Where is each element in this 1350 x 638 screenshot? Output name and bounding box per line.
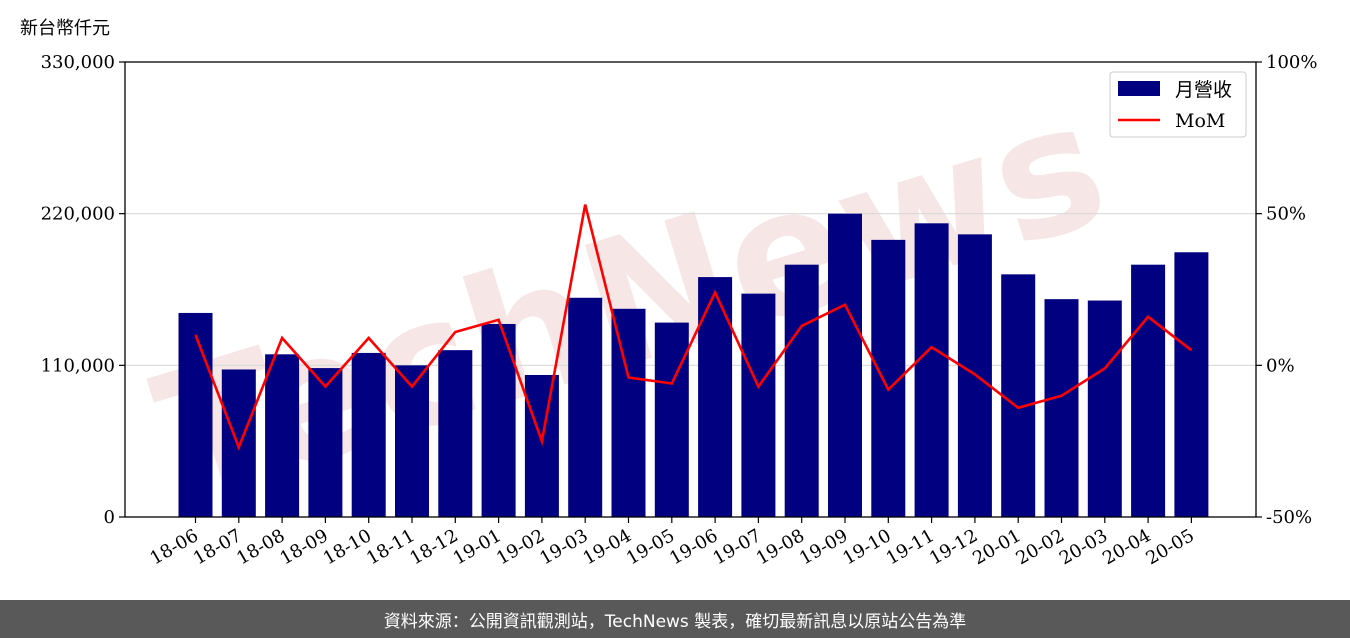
bar-19-11 bbox=[914, 223, 949, 517]
bar-20-01 bbox=[1001, 274, 1036, 517]
x-tick-label-19-12: 19-12 bbox=[926, 525, 981, 569]
x-tick-label-19-09: 19-09 bbox=[796, 525, 851, 569]
bar-18-12 bbox=[438, 350, 473, 517]
x-tick-label-19-06: 19-06 bbox=[666, 525, 721, 569]
x-tick-label-20-04: 20-04 bbox=[1099, 525, 1154, 569]
mom-line bbox=[194, 204, 1193, 451]
bar-20-05 bbox=[1174, 252, 1209, 518]
bar-18-11 bbox=[395, 365, 429, 517]
x-tick-label-19-05: 19-05 bbox=[623, 525, 678, 569]
bar-20-03 bbox=[1087, 300, 1122, 517]
y-right-tick-label: 0% bbox=[1266, 355, 1295, 376]
x-tick-label-19-01: 19-01 bbox=[450, 525, 505, 569]
mom-line-series bbox=[194, 204, 1193, 451]
y-axis-unit-label: 新台幣仟元 bbox=[20, 18, 110, 39]
legend-swatch-bar bbox=[1118, 81, 1160, 96]
bar-19-08 bbox=[784, 264, 819, 517]
x-tick-label-19-10: 19-10 bbox=[839, 525, 894, 569]
x-tick-label-19-11: 19-11 bbox=[883, 525, 938, 569]
y-left-tick-label: 0 bbox=[104, 507, 115, 528]
y-left-tick-label: 110,000 bbox=[41, 355, 115, 376]
revenue-chart: TechNews 0110,000220,000330,000-50%0%50%… bbox=[41, 52, 1318, 569]
y-left-tick-label: 220,000 bbox=[41, 204, 115, 225]
y-right-tick-label: 100% bbox=[1266, 52, 1317, 73]
plot-frame bbox=[124, 61, 1257, 518]
bar-19-04 bbox=[611, 308, 646, 517]
x-tick-label-19-02: 19-02 bbox=[493, 525, 548, 569]
x-tick-label-19-08: 19-08 bbox=[753, 525, 808, 569]
x-tick-label-19-07: 19-07 bbox=[709, 525, 764, 569]
x-tick-label-18-12: 18-12 bbox=[406, 525, 461, 569]
x-tick-label-18-08: 18-08 bbox=[233, 525, 288, 569]
x-tick-label-20-01: 20-01 bbox=[969, 525, 1024, 569]
bar-19-05 bbox=[654, 322, 689, 517]
bar-19-02 bbox=[524, 374, 559, 517]
legend-label-revenue: 月營收 bbox=[1175, 79, 1232, 101]
bar-20-02 bbox=[1044, 299, 1079, 517]
x-tick-label-18-06: 18-06 bbox=[147, 525, 202, 569]
bar-18-06 bbox=[178, 312, 213, 517]
bar-18-07 bbox=[221, 369, 256, 517]
bar-19-06 bbox=[698, 277, 733, 517]
legend: 月營收 MoM bbox=[1109, 71, 1247, 138]
source-footer: 資料來源：公開資訊觀測站，TechNews 製表，確切最新訊息以原站公告為準 bbox=[0, 600, 1350, 638]
x-tick-label-19-03: 19-03 bbox=[536, 525, 591, 569]
y-right-tick-label: 50% bbox=[1266, 204, 1306, 225]
bar-18-10 bbox=[351, 352, 386, 517]
bar-19-07 bbox=[741, 293, 776, 517]
bar-19-01 bbox=[481, 323, 516, 517]
bar-19-09 bbox=[828, 213, 862, 517]
bar-20-04 bbox=[1131, 264, 1166, 517]
y-right-tick-label: -50% bbox=[1266, 507, 1312, 528]
bar-19-03 bbox=[568, 297, 603, 517]
x-tick-label-20-05: 20-05 bbox=[1142, 525, 1197, 569]
x-tick-label-18-11: 18-11 bbox=[363, 525, 418, 569]
bar-18-09 bbox=[308, 368, 343, 517]
x-tick-label-19-04: 19-04 bbox=[580, 525, 635, 569]
x-tick-label-18-10: 18-10 bbox=[320, 525, 375, 569]
x-tick-label-20-02: 20-02 bbox=[1013, 525, 1068, 569]
legend-label-mom: MoM bbox=[1175, 110, 1225, 132]
x-tick-label-20-03: 20-03 bbox=[1056, 525, 1111, 569]
x-tick-label-18-09: 18-09 bbox=[276, 525, 331, 569]
y-left-tick-label: 330,000 bbox=[41, 52, 115, 73]
bar-series bbox=[178, 213, 1209, 518]
bar-18-08 bbox=[265, 354, 300, 517]
